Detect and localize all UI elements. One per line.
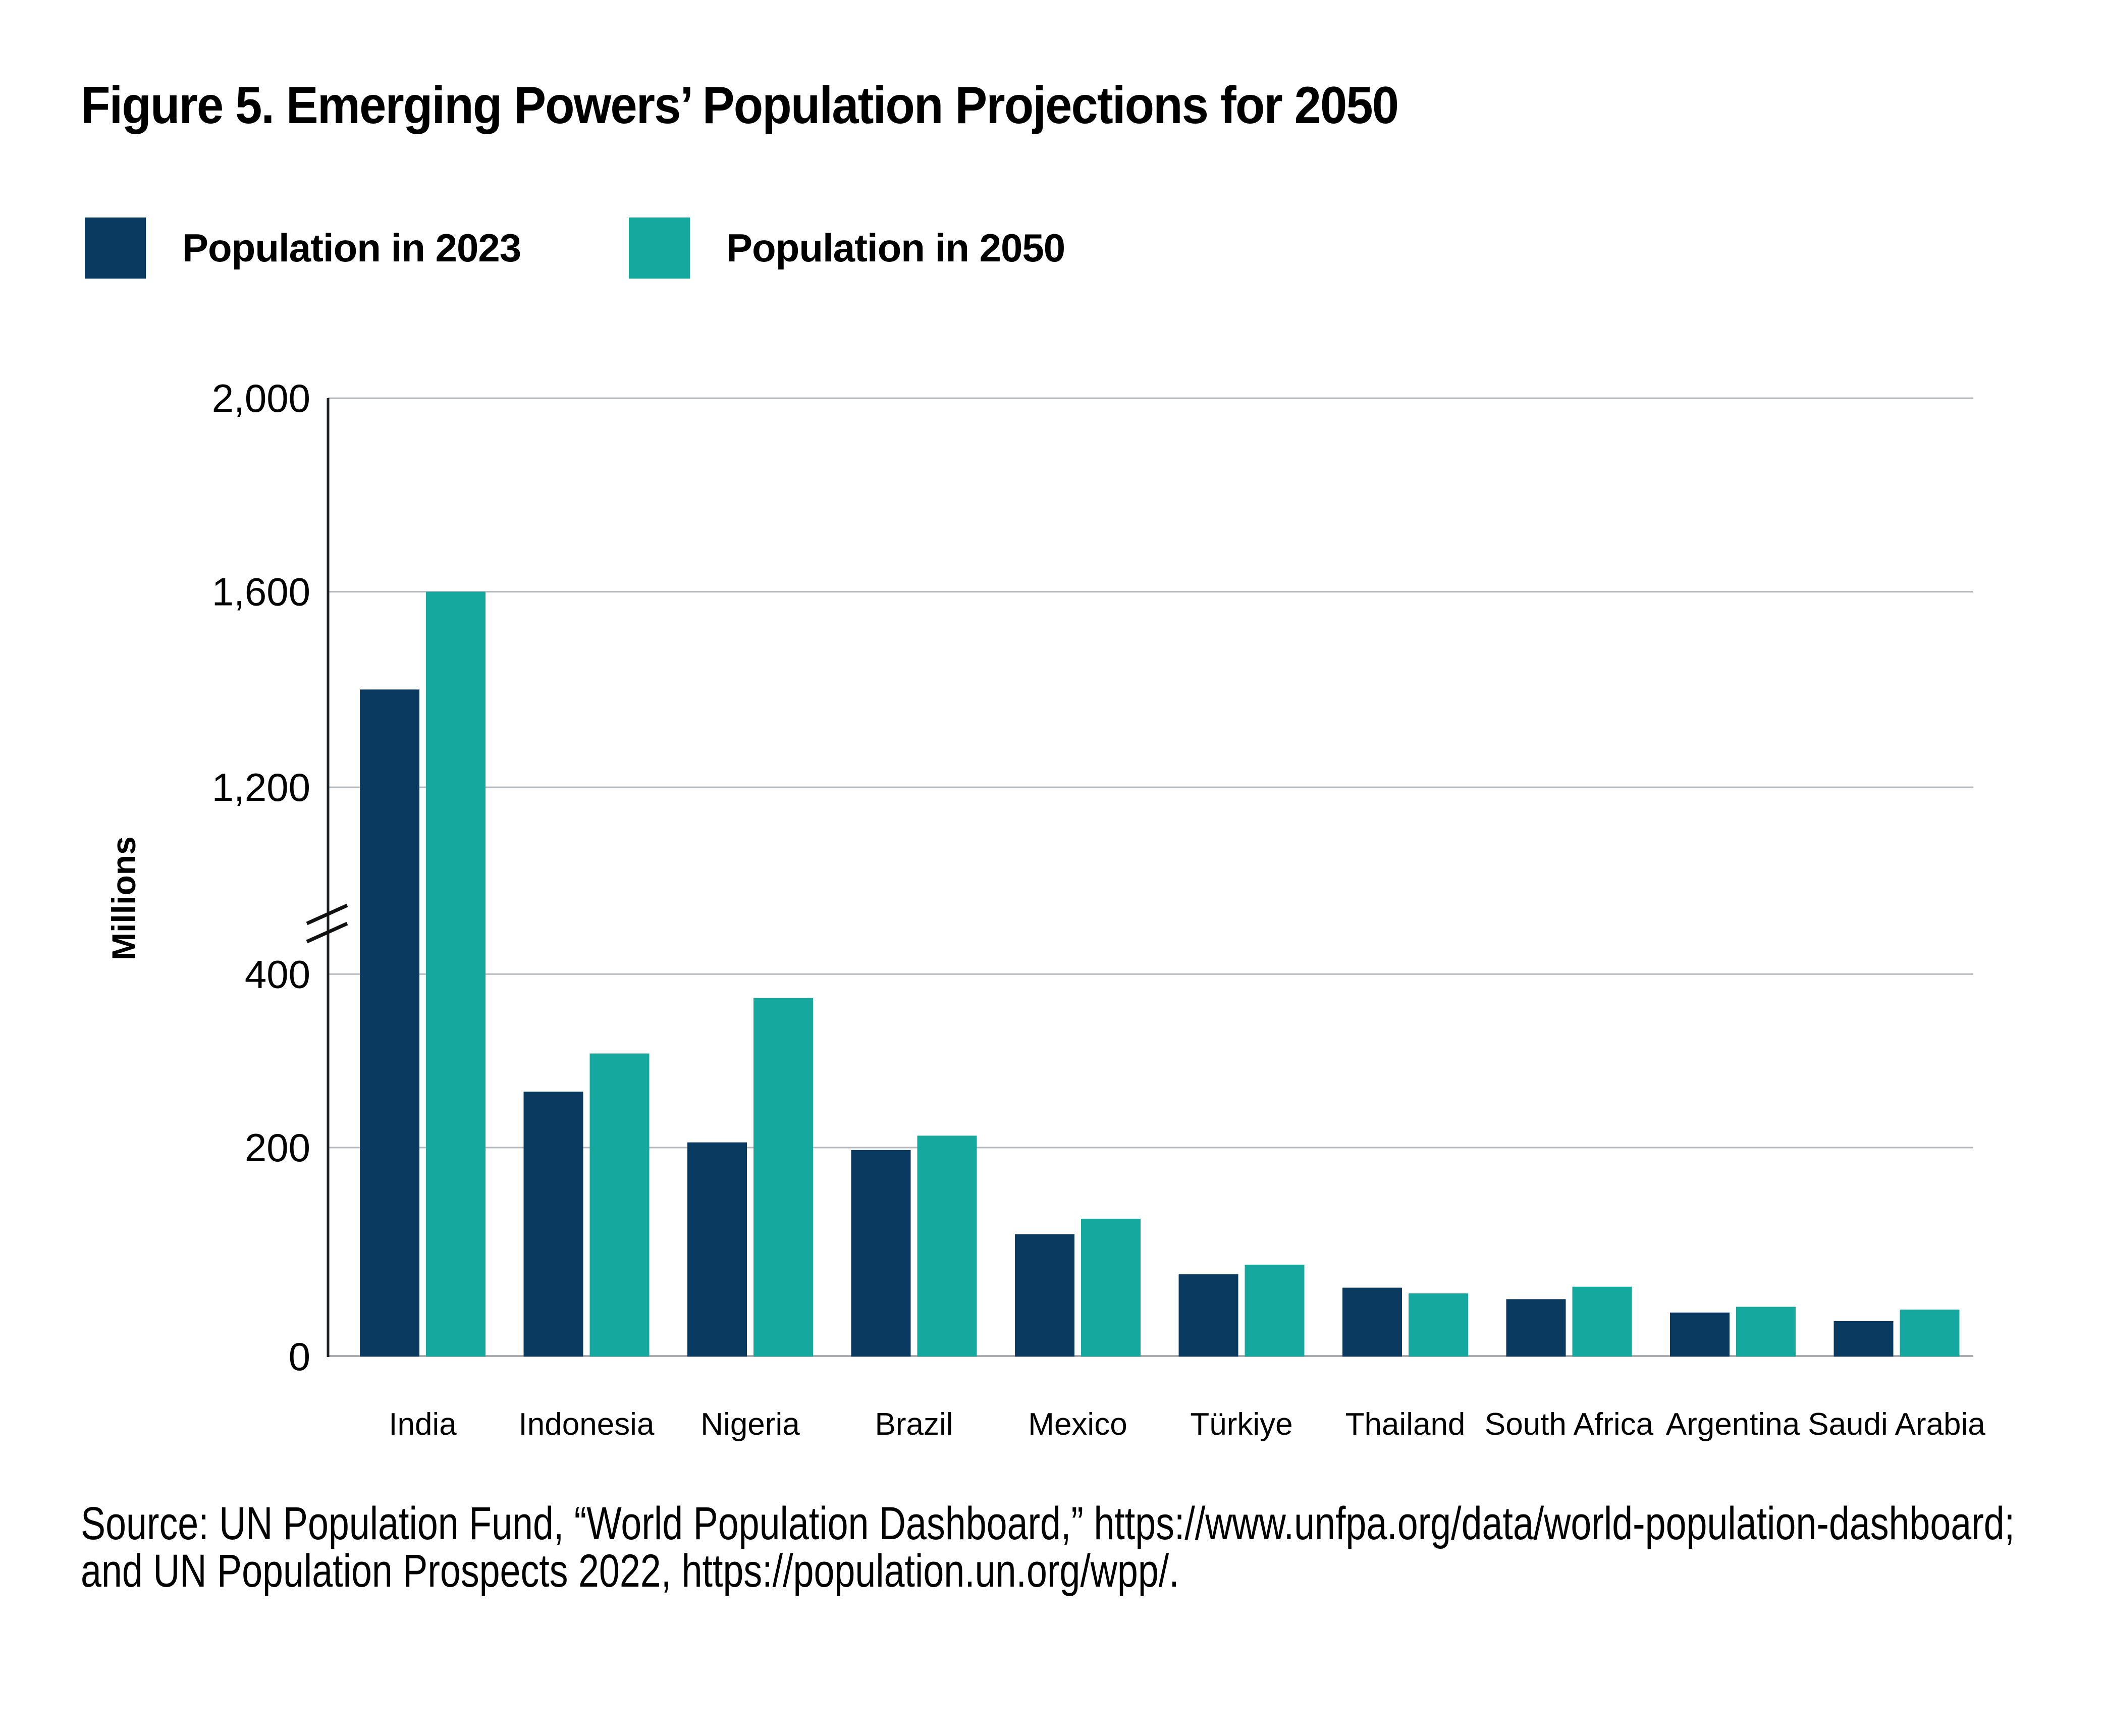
x-category-label-indonesia: Indonesia (519, 1407, 655, 1442)
bar--turkiye (1178, 1274, 1238, 1357)
bar--argentina (1736, 1307, 1796, 1357)
y-tick-label-2000: 2,000 (212, 376, 310, 420)
bar--thailand (1342, 1287, 1402, 1357)
bar--nigeria (753, 998, 813, 1357)
legend-label-2023: Population in 2023 (182, 226, 521, 270)
x-category-label-thailand: Thailand (1345, 1407, 1466, 1442)
legend-item-2023: Population in 2023 (85, 218, 521, 279)
legend-swatch-2023 (85, 218, 146, 279)
bar--thailand (1409, 1293, 1468, 1357)
y-tick-label-1200: 1,200 (212, 765, 310, 809)
bar--indonesia (589, 1053, 650, 1357)
x-category-label-mexico: Mexico (1028, 1407, 1127, 1442)
x-category-label-south-africa: South Africa (1485, 1407, 1654, 1442)
y-tick-label-0: 0 (289, 1334, 310, 1379)
break-slash-upper (306, 903, 348, 926)
legend-label-2050: Population in 2050 (726, 226, 1065, 270)
bar--india (360, 689, 419, 1357)
bars (360, 591, 1960, 1357)
x-category-label-turkiye: Türkiye (1190, 1407, 1292, 1442)
bar--mexico (1015, 1234, 1074, 1357)
y-tick-labels: 0 200 400 1,200 1,600 2,000 (212, 376, 310, 1379)
bar--argentina (1670, 1312, 1730, 1357)
bar--brazil (851, 1150, 911, 1357)
source-line-1: Source: UN Population Fund, “World Popul… (81, 1498, 2015, 1549)
source-note: Source: UN Population Fund, “World Popul… (81, 1500, 2015, 1595)
bar--saudi-arabia (1834, 1321, 1894, 1357)
bar--nigeria (687, 1142, 747, 1357)
figure-title: Figure 5. Emerging Powers’ Population Pr… (81, 76, 1399, 135)
bar--south-africa (1572, 1286, 1632, 1357)
y-tick-label-1600: 1,600 (212, 570, 310, 614)
bar--mexico (1081, 1219, 1141, 1357)
bar--brazil (917, 1135, 977, 1357)
bar--indonesia (523, 1092, 583, 1357)
x-category-labels: India Indonesia Nigeria Brazil Mexico Türkiye… (389, 1407, 1985, 1442)
x-category-label-saudi-arabia: Saudi Arabia (1808, 1407, 1985, 1442)
x-category-label-argentina: Argentina (1666, 1407, 1800, 1442)
y-axis-title: Millions (105, 836, 142, 960)
legend-item-2050: Population in 2050 (629, 218, 1065, 279)
x-category-label-india: India (389, 1407, 457, 1442)
source-line-2: and UN Population Prospects 2022, https:… (81, 1545, 1179, 1597)
y-tick-label-200: 200 (245, 1125, 310, 1170)
legend-swatch-2050 (629, 218, 690, 279)
bar--south-africa (1506, 1299, 1566, 1357)
bar--india (426, 591, 486, 1357)
y-tick-label-400: 400 (245, 952, 310, 996)
x-category-label-nigeria: Nigeria (700, 1407, 800, 1442)
axis-break-marks (306, 903, 348, 944)
bar--saudi-arabia (1900, 1310, 1960, 1357)
x-category-label-brazil: Brazil (875, 1407, 953, 1442)
bar--turkiye (1245, 1265, 1305, 1357)
break-slash-lower (306, 921, 348, 944)
